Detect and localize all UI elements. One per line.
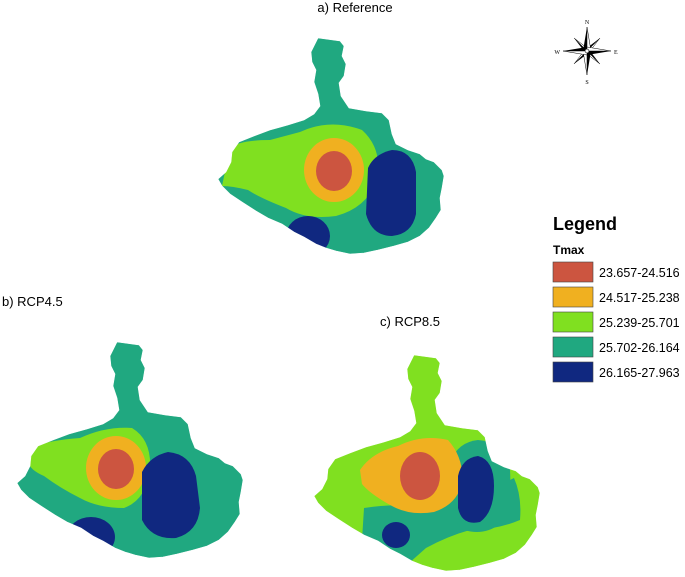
zone-tmax-class-1 xyxy=(316,151,352,191)
north-arrow-compass-icon: N S E W xyxy=(554,20,618,86)
legend-label-3: 25.239-25.701 xyxy=(599,316,680,330)
map-title-reference: a) Reference xyxy=(317,0,392,15)
legend-label-4: 25.702-26.164 xyxy=(599,341,680,355)
zone-tmax-class-5-west xyxy=(286,216,330,254)
legend-swatch-2 xyxy=(552,286,594,308)
legend-swatch-4 xyxy=(552,336,594,358)
map-rcp45: b) RCP4.5 xyxy=(2,294,244,559)
legend-field: Tmax xyxy=(553,243,585,257)
zone-tmax-class-1 xyxy=(98,449,134,489)
zone-tmax-class-5-west xyxy=(382,522,410,548)
legend-swatch-5 xyxy=(552,361,594,383)
compass-s: S xyxy=(585,80,588,86)
compass-n: N xyxy=(585,20,590,26)
legend-title: Legend xyxy=(553,214,617,234)
map-title-rcp85: c) RCP8.5 xyxy=(380,314,440,329)
legend-label-2: 24.517-25.238 xyxy=(599,291,680,305)
zone-tmax-class-1 xyxy=(400,452,440,500)
zone-tmax-class-5-east xyxy=(458,456,494,523)
zone-tmax-class-3-south xyxy=(359,252,403,254)
map-rcp85: c) RCP8.5 xyxy=(313,314,541,572)
zone-tmax-class-5-east xyxy=(142,452,200,539)
map-legend: Legend Tmax 23.657-24.516 24.517-25.238 25… xyxy=(552,214,680,383)
legend-swatch-1 xyxy=(552,261,594,283)
legend-label-5: 26.165-27.963 xyxy=(599,366,680,380)
zone-tmax-class-5-east xyxy=(366,150,416,236)
zone-tmax-class-5-west xyxy=(67,517,115,557)
map-reference: a) Reference xyxy=(217,0,445,255)
compass-e: E xyxy=(614,50,618,56)
compass-w: W xyxy=(554,50,560,56)
map-title-rcp45: b) RCP4.5 xyxy=(2,294,63,309)
legend-label-1: 23.657-24.516 xyxy=(599,266,680,280)
legend-items: 23.657-24.516 24.517-25.238 25.239-25.701 2… xyxy=(552,261,680,383)
legend-swatch-3 xyxy=(552,311,594,333)
